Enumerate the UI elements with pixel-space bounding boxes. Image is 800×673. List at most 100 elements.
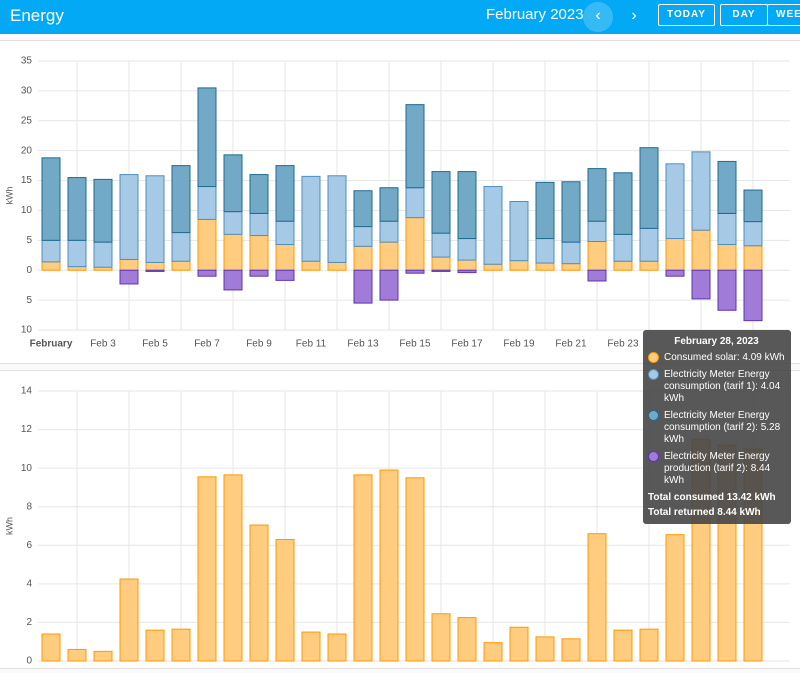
bar-segment bbox=[119, 258, 139, 271]
bar-segment bbox=[197, 87, 217, 188]
y-tick-label: 15 bbox=[21, 175, 33, 186]
y-tick-label: 10 bbox=[21, 463, 33, 474]
bar-segment bbox=[561, 181, 581, 243]
total-returned: Total returned 8.44 kWh bbox=[648, 507, 761, 518]
total-consumed: Total consumed 13.42 kWh bbox=[648, 492, 776, 503]
bar-segment bbox=[197, 269, 217, 277]
bar-segment bbox=[275, 165, 295, 222]
bar-segment bbox=[587, 220, 607, 243]
bar-segment bbox=[457, 269, 477, 274]
bar bbox=[119, 578, 139, 662]
bar bbox=[197, 476, 217, 662]
x-tick-label: Feb 21 bbox=[555, 339, 587, 350]
bar-segment bbox=[119, 174, 139, 260]
bar-segment bbox=[665, 238, 685, 271]
bar-segment bbox=[41, 239, 61, 263]
bar bbox=[457, 617, 477, 662]
bar-segment bbox=[171, 165, 191, 234]
bar-segment bbox=[405, 269, 425, 274]
y-axis-title: kWh bbox=[4, 517, 14, 535]
legend-swatch bbox=[648, 369, 659, 380]
bar-segment bbox=[535, 238, 555, 264]
bar-segment bbox=[431, 256, 451, 271]
tooltip-items: Consumed solar: 4.09 kWh Electricity Mete… bbox=[648, 352, 785, 487]
bar bbox=[379, 469, 399, 662]
bar-segment bbox=[613, 233, 633, 262]
prev-button[interactable]: ‹ bbox=[583, 2, 613, 32]
bar bbox=[249, 524, 269, 662]
x-tick-label: Feb 15 bbox=[399, 339, 431, 350]
bar-segment bbox=[483, 186, 503, 265]
bar-segment bbox=[67, 266, 87, 271]
legend-swatch bbox=[648, 352, 659, 363]
y-tick-label: 25 bbox=[21, 115, 33, 126]
bar-segment bbox=[509, 200, 529, 262]
bar-segment bbox=[119, 269, 139, 285]
bar-segment bbox=[327, 261, 347, 271]
bar bbox=[431, 613, 451, 662]
bar-segment bbox=[639, 147, 659, 229]
bar-segment bbox=[327, 175, 347, 263]
tooltip-title: February 28, 2023 bbox=[674, 336, 759, 347]
next-button[interactable]: › bbox=[631, 7, 637, 24]
y-tick-label: 35 bbox=[21, 56, 33, 67]
bar bbox=[145, 629, 165, 662]
y-tick-label: 12 bbox=[21, 424, 33, 435]
bar-segment bbox=[535, 262, 555, 271]
bar-segment bbox=[171, 260, 191, 271]
y-axis-title: kWh bbox=[4, 187, 14, 205]
bar-segment bbox=[223, 233, 243, 271]
bar-segment bbox=[613, 260, 633, 271]
bar-segment bbox=[353, 269, 373, 304]
tooltip-item: Consumed solar: 4.09 kWh bbox=[648, 352, 785, 364]
bar bbox=[171, 628, 191, 662]
bar-segment bbox=[561, 263, 581, 271]
bar-segment bbox=[717, 269, 737, 311]
y-tick-label: 6 bbox=[26, 540, 32, 551]
x-tick-label: Feb 13 bbox=[347, 339, 379, 350]
bar-segment bbox=[145, 269, 165, 272]
legend-swatch bbox=[648, 410, 659, 421]
bar-segment bbox=[379, 187, 399, 222]
bar-segment bbox=[197, 218, 217, 271]
week-button[interactable]: WEEK bbox=[767, 4, 800, 26]
tooltip-item: Electricity Meter Energy consumption (ta… bbox=[648, 369, 785, 405]
day-button[interactable]: DAY bbox=[720, 4, 768, 26]
bar bbox=[327, 633, 347, 662]
bar bbox=[639, 628, 659, 662]
bar-segment bbox=[717, 244, 737, 271]
bar-segment bbox=[665, 269, 685, 277]
bar-segment bbox=[301, 260, 321, 271]
y-tick-label: 5 bbox=[26, 295, 32, 306]
bar bbox=[561, 638, 581, 662]
bar-segment bbox=[405, 187, 425, 219]
bar-segment bbox=[405, 217, 425, 271]
bar-segment bbox=[353, 226, 373, 247]
bar-segment bbox=[743, 269, 763, 322]
bar-segment bbox=[639, 227, 659, 262]
chart: 10 5 0 5 10 15 20 25 30 35 kWh February Feb 3 Feb 5 Fe… bbox=[4, 56, 790, 350]
bar bbox=[353, 474, 373, 662]
bar-segment bbox=[379, 269, 399, 301]
bar-segment bbox=[561, 241, 581, 265]
today-button[interactable]: TODAY bbox=[658, 4, 715, 26]
period-label: February 2023 bbox=[486, 6, 584, 23]
bar-segment bbox=[249, 269, 269, 277]
page-title: Energy bbox=[10, 6, 64, 25]
bar-segment bbox=[145, 175, 165, 263]
bar-segment bbox=[67, 177, 87, 241]
y-tick-label: 0 bbox=[26, 265, 32, 276]
bar-segment bbox=[41, 261, 61, 271]
bar-segment bbox=[405, 104, 425, 189]
bar bbox=[301, 631, 321, 662]
tooltip-text: Electricity Meter Energy consumption (ta… bbox=[664, 369, 781, 404]
bar bbox=[613, 629, 633, 662]
bar-segment bbox=[197, 186, 217, 220]
bar-segment bbox=[743, 245, 763, 271]
tooltip: February 28, 2023 Consumed solar: 4.09 k… bbox=[643, 330, 791, 524]
x-tick-label: Feb 17 bbox=[451, 339, 483, 350]
bar-segment bbox=[223, 211, 243, 235]
y-tick-label: 10 bbox=[21, 325, 33, 336]
bar bbox=[275, 539, 295, 662]
